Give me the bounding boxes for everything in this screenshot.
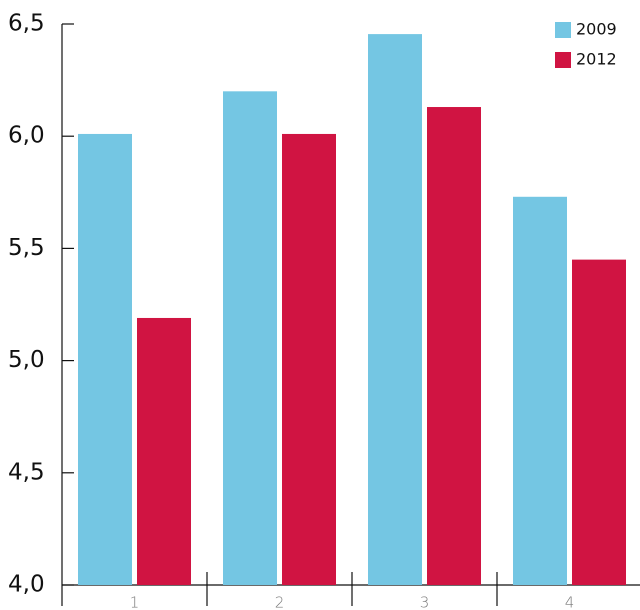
- x-tick-label: 4: [565, 594, 575, 610]
- bar: [137, 317, 191, 585]
- y-tick-label: 6,5: [8, 11, 45, 37]
- bar: [427, 107, 481, 585]
- legend-swatch: [555, 22, 571, 38]
- bar: [282, 133, 336, 585]
- y-tick-label: 5,5: [8, 235, 45, 261]
- bar: [572, 259, 626, 585]
- y-tick-label: 5,0: [8, 347, 45, 373]
- x-tick-label: 3: [420, 594, 430, 610]
- bar: [513, 196, 567, 585]
- bar: [78, 133, 132, 585]
- legend-label: 2009: [576, 20, 617, 39]
- legend-label: 2012: [576, 50, 617, 69]
- y-tick-label: 4,5: [8, 459, 45, 485]
- bar: [368, 34, 422, 585]
- x-tick-label: 1: [130, 594, 140, 610]
- bar: [223, 91, 277, 585]
- y-tick-label: 6,0: [8, 123, 45, 149]
- y-tick-label: 4,0: [8, 572, 45, 598]
- legend-swatch: [555, 52, 571, 68]
- x-tick-label: 2: [275, 594, 285, 610]
